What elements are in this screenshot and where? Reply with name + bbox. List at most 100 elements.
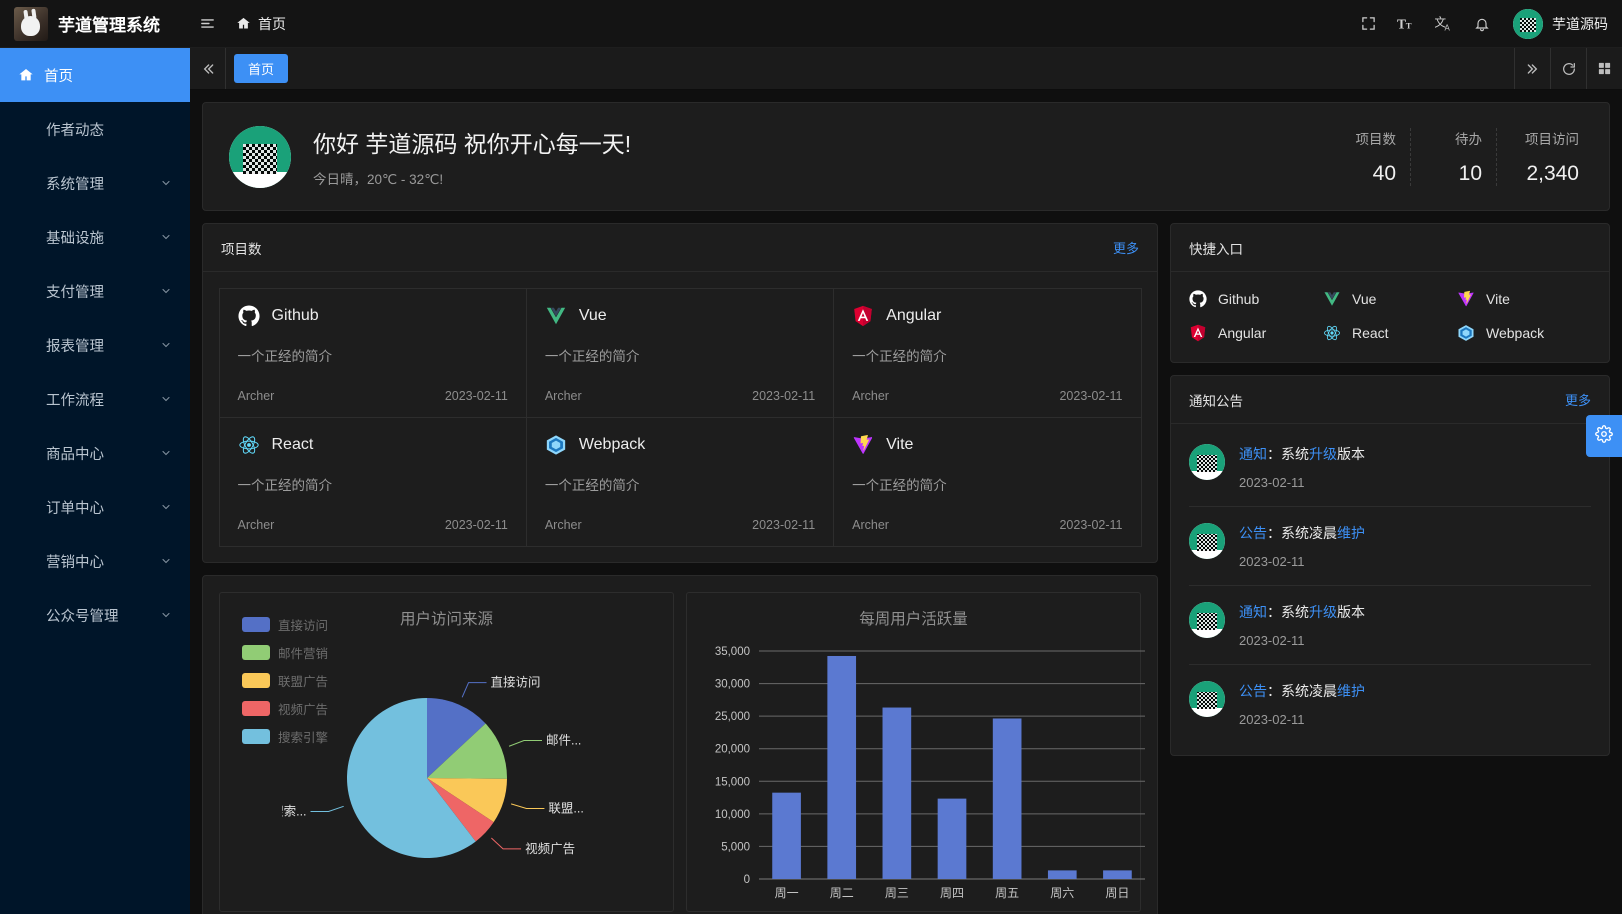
pie-slice[interactable]	[426, 778, 507, 823]
pie-leader-line	[510, 803, 544, 810]
translate-icon[interactable]: 文 A	[1427, 7, 1461, 41]
breadcrumb-home-label: 首页	[258, 15, 286, 32]
list-item[interactable]: 公告：系统凌晨维护 2023-02-11	[1189, 665, 1591, 743]
header-actions: T T 文 A 芋道源码	[1351, 7, 1608, 41]
list-item[interactable]: 公告：系统凌晨维护 2023-02-11	[1189, 507, 1591, 586]
stat-visits: 项目访问 2,340	[1497, 128, 1583, 186]
notice-text-a: 系统	[1281, 604, 1309, 620]
projects-more-link[interactable]: 更多	[1112, 241, 1139, 256]
settings-drawer-toggle[interactable]	[1586, 415, 1622, 457]
legend-label: 视频广告	[278, 703, 329, 717]
sidebar-item-order[interactable]: 订单中心	[0, 480, 190, 534]
font-size-icon[interactable]: T T	[1389, 7, 1423, 41]
breadcrumb-home[interactable]: 首页	[236, 14, 286, 34]
chevron-double-right-icon[interactable]	[1514, 48, 1550, 89]
notice-sep: ：	[1267, 446, 1281, 462]
x-axis-tick-label: 周一	[775, 886, 799, 900]
projects-panel-head: 项目数 更多	[203, 224, 1157, 272]
notice-title[interactable]: 通知：系统升级版本	[1239, 602, 1591, 622]
project-card[interactable]: Angular 一个正经的简介 Archer 2023-02-11	[833, 287, 1142, 418]
quick-item-vue[interactable]: Vue	[1323, 290, 1457, 308]
project-card[interactable]: Webpack 一个正经的简介 Archer 2023-02-11	[525, 416, 835, 547]
tab-home[interactable]: 首页	[234, 54, 289, 83]
user-menu[interactable]: 芋道源码	[1513, 8, 1608, 39]
project-name: Github	[271, 306, 319, 324]
legend-item[interactable]: 搜索引擎	[242, 727, 328, 746]
project-card-head: React	[238, 434, 508, 456]
bar[interactable]	[772, 792, 801, 879]
quick-item-react[interactable]: React	[1323, 324, 1457, 342]
bar[interactable]	[882, 707, 912, 879]
legend-label: 搜索引擎	[278, 731, 329, 745]
sidebar-item-marketing[interactable]: 营销中心	[0, 534, 190, 588]
bar[interactable]	[992, 718, 1022, 879]
pie-leader-line	[310, 805, 344, 812]
sidebar-item-product[interactable]: 商品中心	[0, 426, 190, 480]
fullscreen-icon[interactable]	[1351, 7, 1385, 41]
project-card[interactable]: Vue 一个正经的简介 Archer 2023-02-11	[525, 287, 835, 418]
project-desc: 一个正经的简介	[544, 348, 640, 364]
y-axis-tick-label: 20,000	[715, 744, 750, 756]
pie-legend: 直接访问 邮件营销 联盟广告	[242, 615, 328, 746]
hamburger-icon[interactable]	[190, 7, 224, 41]
notice-title[interactable]: 通知：系统升级版本	[1239, 444, 1591, 464]
sidebar-item-report[interactable]: 报表管理	[0, 318, 190, 372]
stat-value: 40	[1372, 161, 1396, 185]
stat-value: 10	[1458, 161, 1482, 185]
bell-icon[interactable]	[1465, 7, 1499, 41]
project-meta: Archer 2023-02-11	[545, 389, 815, 403]
legend-item[interactable]: 邮件营销	[242, 643, 328, 662]
svg-text:A: A	[1444, 24, 1450, 33]
pie-leader-line	[461, 682, 487, 698]
sidebar-item-author-news[interactable]: 作者动态	[0, 102, 190, 156]
project-name: React	[271, 435, 314, 453]
quick-item-github[interactable]: Github	[1189, 290, 1323, 308]
sidebar-item-system[interactable]: 系统管理	[0, 156, 190, 210]
list-item[interactable]: 通知：系统升级版本 2023-02-11	[1189, 428, 1591, 507]
pie-slice[interactable]	[426, 778, 494, 842]
bar[interactable]	[937, 798, 967, 879]
sidebar-item-workflow[interactable]: 工作流程	[0, 372, 190, 426]
project-meta: Archer 2023-02-11	[852, 389, 1122, 403]
chevron-double-left-icon[interactable]	[190, 48, 226, 89]
notice-highlight: 维护	[1337, 683, 1365, 699]
notice-highlight: 升级	[1309, 446, 1337, 462]
legend-item[interactable]: 直接访问	[242, 615, 328, 634]
sidebar-item-home[interactable]: 首页	[0, 48, 190, 102]
project-card[interactable]: Vite 一个正经的简介 Archer 2023-02-11	[833, 416, 1142, 547]
brand[interactable]: 芋道管理系统	[0, 6, 190, 41]
project-meta: Archer 2023-02-11	[852, 518, 1122, 532]
chevron-down-icon	[160, 609, 172, 621]
notice-title[interactable]: 公告：系统凌晨维护	[1239, 681, 1591, 701]
stat-todo: 待办 10	[1411, 127, 1497, 186]
legend-item[interactable]: 联盟广告	[242, 671, 328, 690]
quick-item-vite[interactable]: Vite	[1457, 290, 1591, 308]
project-card[interactable]: React 一个正经的简介 Archer 2023-02-11	[218, 416, 527, 547]
quick-item-webpack[interactable]: Webpack	[1457, 324, 1591, 342]
legend-label: 直接访问	[278, 619, 329, 633]
sidebar-item-infra[interactable]: 基础设施	[0, 210, 190, 264]
pie-slice[interactable]	[426, 698, 486, 778]
notice-avatar	[1189, 523, 1225, 559]
list-item[interactable]: 通知：系统升级版本 2023-02-11	[1189, 586, 1591, 665]
notice-highlight: 升级	[1309, 604, 1337, 620]
bar[interactable]	[1047, 870, 1077, 879]
sidebar-item-payment[interactable]: 支付管理	[0, 264, 190, 318]
bar[interactable]	[1103, 870, 1132, 879]
notice-title[interactable]: 公告：系统凌晨维护	[1239, 523, 1591, 543]
sidebar-item-mp[interactable]: 公众号管理	[0, 588, 190, 642]
pie-slice[interactable]	[346, 698, 476, 858]
bar[interactable]	[827, 655, 857, 879]
chevron-down-icon	[160, 501, 172, 513]
project-card[interactable]: Github 一个正经的简介 Archer 2023-02-11	[218, 287, 527, 418]
pie-slice[interactable]	[426, 723, 507, 779]
pie-slice-label: 联盟...	[548, 802, 583, 816]
legend-item[interactable]: 视频广告	[242, 699, 328, 718]
project-meta: Archer 2023-02-11	[238, 518, 508, 532]
quick-entry-grid: Github Vue Vite	[1171, 272, 1609, 362]
quick-item-angular[interactable]: Angular	[1189, 324, 1323, 342]
refresh-icon[interactable]	[1550, 48, 1586, 89]
pie-slice-label: 邮件...	[545, 733, 580, 747]
grid-icon[interactable]	[1586, 48, 1622, 89]
notice-more-link[interactable]: 更多	[1564, 393, 1591, 408]
